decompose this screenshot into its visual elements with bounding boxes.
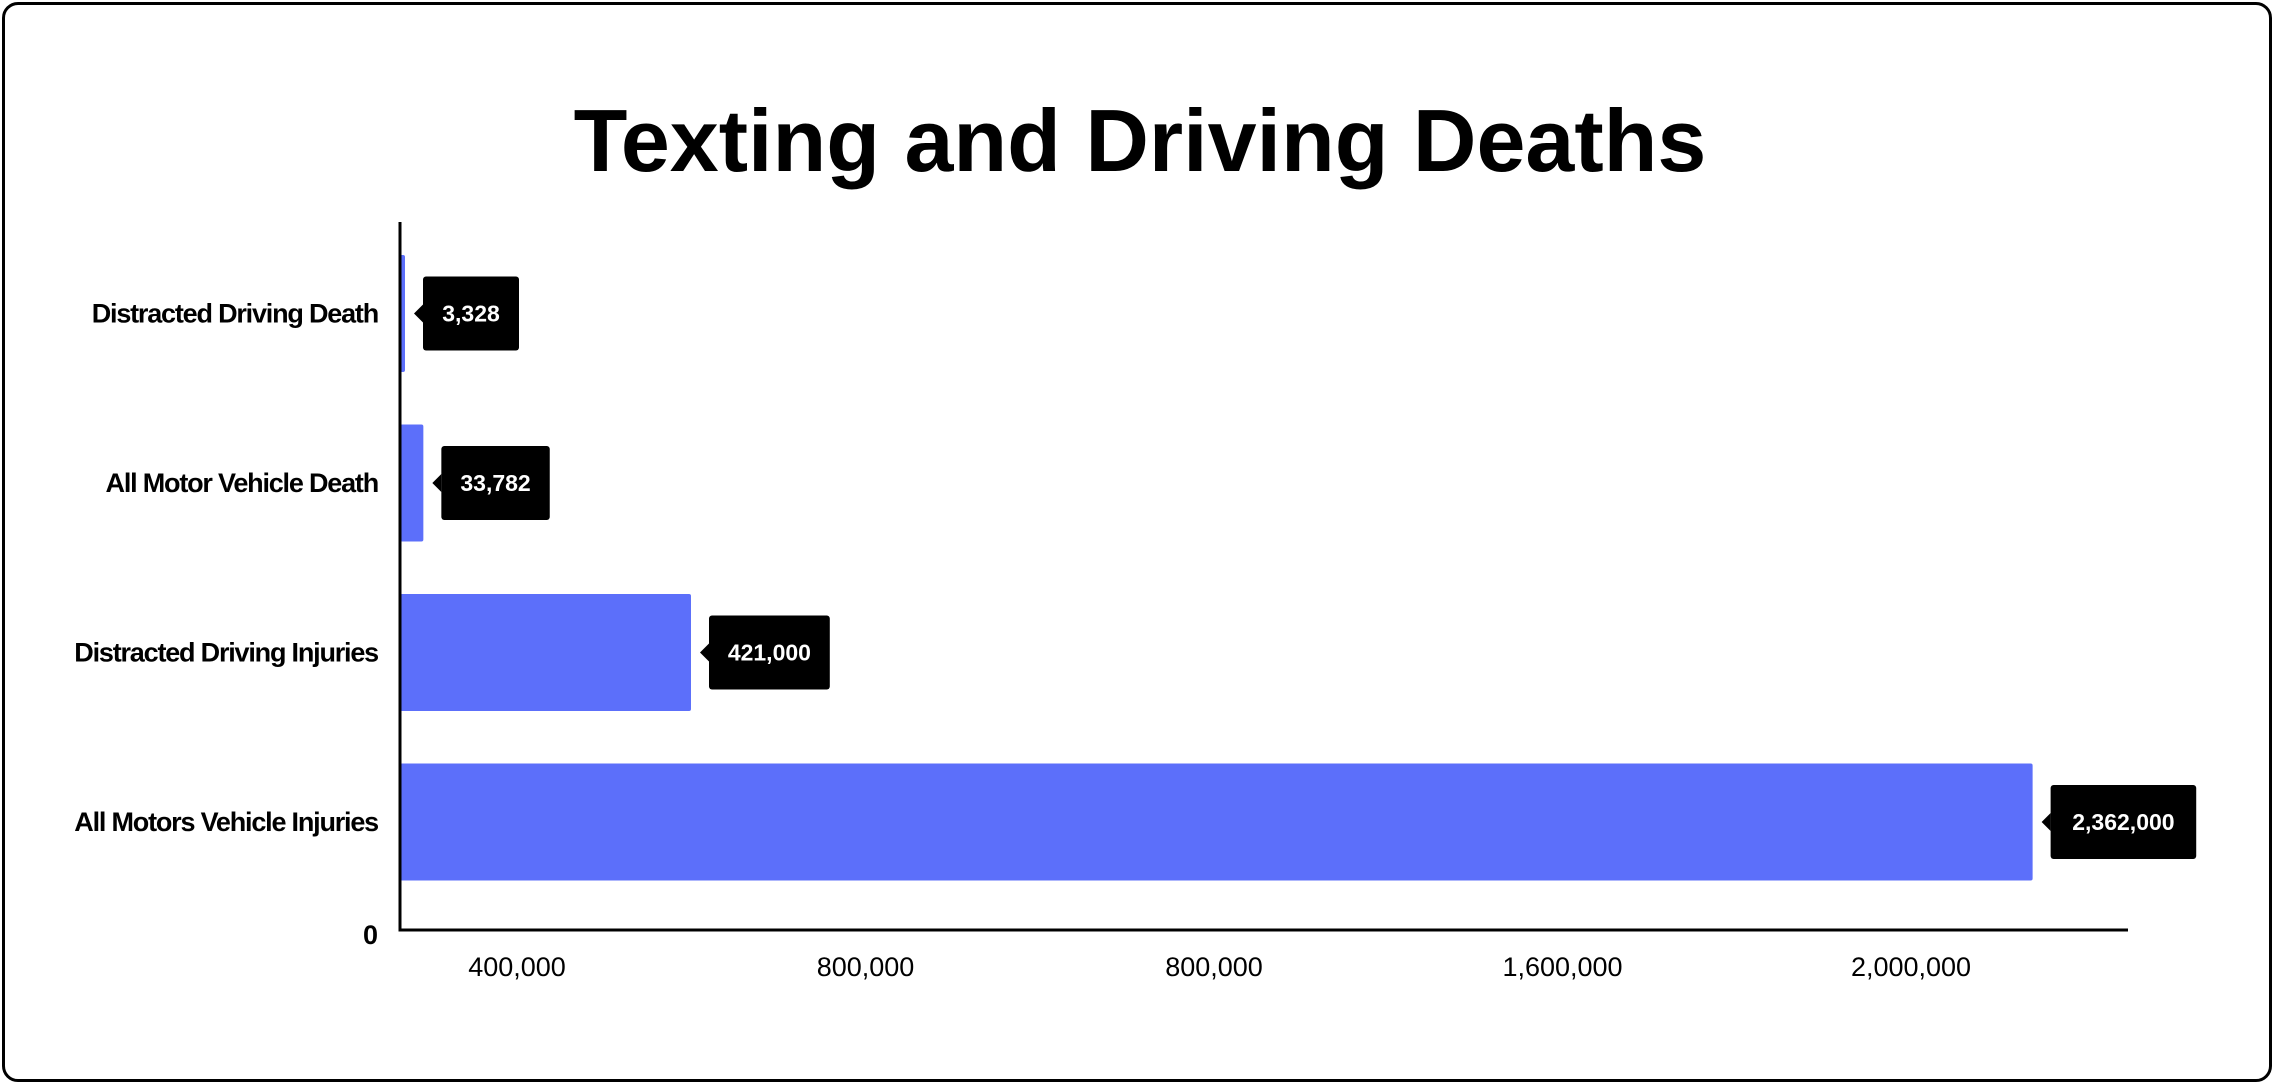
data-label-box xyxy=(423,276,519,351)
data-label-pointer xyxy=(432,474,442,492)
data-label-all-motors-vehicle-injuries: 2,362,000 xyxy=(2041,785,2197,859)
data-label-pointer xyxy=(2041,813,2051,831)
data-label-text: 421,000 xyxy=(728,640,811,666)
data-label-box xyxy=(708,615,830,690)
data-labels-layer: 3,328 33,782 421,000 2,362,000 xyxy=(414,276,2197,859)
x-tick-label: 800,000 xyxy=(817,952,915,982)
bars-layer xyxy=(400,255,2033,881)
data-label-pointer xyxy=(699,643,709,662)
category-label-all-motors-vehicle-injuries: All Motors Vehicle Injuries xyxy=(74,807,378,837)
x-tick-label-zero: 0 xyxy=(363,920,378,950)
chart-title: Texting and Driving Deaths xyxy=(574,91,1707,190)
category-label-distracted-driving-death: Distracted Driving Death xyxy=(92,299,378,329)
data-label-box xyxy=(2050,785,2197,859)
category-labels-layer: Distracted Driving Death All Motor Vehicl… xyxy=(74,299,379,838)
data-label-text: 3,328 xyxy=(442,301,500,327)
x-tick-label: 1,600,000 xyxy=(1502,952,1622,982)
tick-labels-layer: 0 400,000 800,000 800,000 1,600,000 2,000,000 xyxy=(363,920,1971,982)
data-label-distracted-driving-death: 3,328 xyxy=(414,276,519,351)
x-tick-label: 800,000 xyxy=(1165,952,1263,982)
x-tick-label: 2,000,000 xyxy=(1851,952,1971,982)
bar-all-motors-vehicle-injuries xyxy=(400,763,2033,881)
category-label-distracted-driving-injuries: Distracted Driving Injuries xyxy=(74,638,378,668)
data-label-pointer xyxy=(414,304,423,323)
data-label-all-motor-vehicle-death: 33,782 xyxy=(432,446,550,520)
data-label-text: 2,362,000 xyxy=(2072,809,2174,835)
x-tick-label: 400,000 xyxy=(468,952,566,982)
bar-distracted-driving-injuries xyxy=(400,594,691,711)
category-label-all-motor-vehicle-death: All Motor Vehicle Death xyxy=(106,468,378,498)
data-label-text: 33,782 xyxy=(460,470,530,496)
data-label-distracted-driving-injuries: 421,000 xyxy=(699,615,830,690)
data-label-box xyxy=(441,446,550,520)
axes-layer xyxy=(398,222,2128,932)
bar-all-motor-vehicle-death xyxy=(400,424,424,542)
